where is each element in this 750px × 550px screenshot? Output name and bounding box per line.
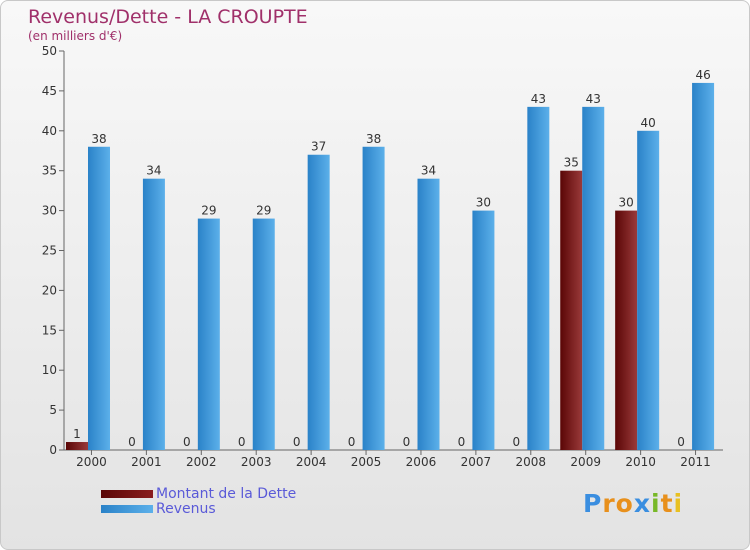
logo-letter: r bbox=[602, 489, 616, 518]
data-label-dette: 0 bbox=[403, 435, 411, 449]
x-tick-label: 2008 bbox=[516, 455, 547, 469]
data-label-revenus: 40 bbox=[641, 116, 656, 130]
x-tick-label: 2009 bbox=[570, 455, 601, 469]
bar-revenus bbox=[307, 154, 330, 451]
data-label-revenus: 29 bbox=[256, 204, 271, 218]
y-tick-label: 0 bbox=[49, 443, 57, 457]
legend-swatch-dette bbox=[101, 490, 153, 498]
data-label-revenus: 43 bbox=[531, 92, 546, 106]
x-tick-label: 2005 bbox=[351, 455, 382, 469]
y-tick-label: 40 bbox=[42, 124, 57, 138]
logo-letter: i bbox=[651, 489, 661, 518]
data-label-revenus: 29 bbox=[201, 204, 216, 218]
x-tick-label: 2003 bbox=[241, 455, 272, 469]
x-tick-label: 2011 bbox=[680, 455, 711, 469]
bar-revenus bbox=[252, 218, 275, 450]
legend-swatch-revenus bbox=[101, 505, 153, 513]
data-label-dette: 0 bbox=[238, 435, 246, 449]
data-label-revenus: 43 bbox=[586, 92, 601, 106]
y-tick-label: 5 bbox=[49, 403, 57, 417]
bar-revenus bbox=[582, 106, 605, 451]
data-label-dette: 30 bbox=[619, 196, 634, 210]
logo-letter: P bbox=[583, 489, 603, 518]
chart-subtitle: (en milliers d'€) bbox=[28, 29, 123, 43]
data-label-dette: 0 bbox=[183, 435, 191, 449]
chart-legend: Montant de la Dette Revenus bbox=[101, 486, 361, 517]
logo-letter: i bbox=[673, 489, 684, 518]
data-label-revenus: 38 bbox=[366, 132, 381, 146]
y-tick-label: 30 bbox=[42, 204, 57, 218]
data-label-dette: 0 bbox=[348, 435, 356, 449]
data-label-revenus: 38 bbox=[91, 132, 106, 146]
data-label-revenus: 34 bbox=[146, 164, 161, 178]
bar-revenus bbox=[417, 178, 440, 450]
chart-title: Revenus/Dette - LA CROUPTE bbox=[28, 6, 308, 28]
bar-revenus bbox=[197, 218, 220, 450]
data-label-dette: 1 bbox=[73, 427, 81, 441]
proxiti-logo: Proxiti bbox=[583, 489, 683, 518]
y-tick-label: 50 bbox=[42, 44, 57, 58]
bar-revenus bbox=[637, 130, 660, 451]
x-tick-label: 2004 bbox=[296, 455, 327, 469]
data-label-revenus: 30 bbox=[476, 196, 491, 210]
data-label-dette: 0 bbox=[513, 435, 521, 449]
y-tick-label: 35 bbox=[42, 164, 57, 178]
x-tick-label: 2001 bbox=[131, 455, 162, 469]
y-tick-label: 15 bbox=[42, 323, 57, 337]
bar-revenus bbox=[527, 106, 550, 451]
legend-label-revenus: Revenus bbox=[156, 501, 216, 517]
logo-letter: o bbox=[615, 489, 634, 518]
data-label-revenus: 46 bbox=[695, 68, 710, 82]
data-label-revenus: 34 bbox=[421, 164, 436, 178]
bar-revenus bbox=[142, 178, 165, 450]
y-tick-label: 20 bbox=[42, 283, 57, 297]
bar-dette bbox=[615, 210, 638, 450]
data-label-dette: 0 bbox=[677, 435, 685, 449]
data-label-dette: 0 bbox=[458, 435, 466, 449]
legend-item-revenus: Revenus bbox=[101, 501, 361, 517]
bar-revenus bbox=[472, 210, 495, 450]
data-label-dette: 35 bbox=[564, 156, 579, 170]
x-tick-label: 2010 bbox=[625, 455, 656, 469]
logo-letter: t bbox=[660, 489, 674, 518]
bar-revenus bbox=[362, 146, 385, 450]
x-tick-label: 2006 bbox=[406, 455, 437, 469]
x-tick-label: 2007 bbox=[461, 455, 492, 469]
data-label-dette: 0 bbox=[293, 435, 301, 449]
legend-label-dette: Montant de la Dette bbox=[156, 486, 297, 502]
bar-dette bbox=[66, 442, 88, 450]
bar-revenus bbox=[692, 82, 715, 451]
bar-dette bbox=[560, 170, 583, 450]
bar-revenus bbox=[88, 146, 110, 450]
legend-item-dette: Montant de la Dette bbox=[101, 486, 361, 502]
logo-letter: x bbox=[633, 489, 651, 518]
data-label-dette: 0 bbox=[128, 435, 136, 449]
y-tick-label: 10 bbox=[42, 363, 57, 377]
y-tick-label: 45 bbox=[42, 84, 57, 98]
y-tick-label: 25 bbox=[42, 244, 57, 258]
x-tick-label: 2000 bbox=[76, 455, 107, 469]
data-label-revenus: 37 bbox=[311, 140, 326, 154]
x-tick-label: 2002 bbox=[186, 455, 217, 469]
